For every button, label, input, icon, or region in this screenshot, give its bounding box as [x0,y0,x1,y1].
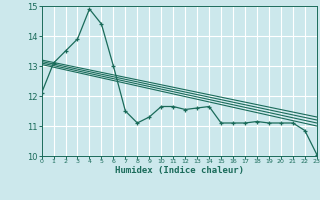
X-axis label: Humidex (Indice chaleur): Humidex (Indice chaleur) [115,166,244,175]
